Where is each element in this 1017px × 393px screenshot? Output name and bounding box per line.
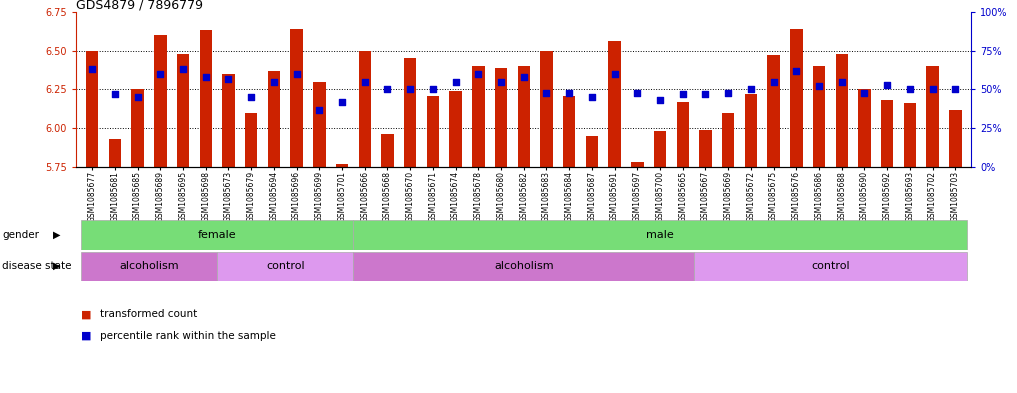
Bar [131, 89, 143, 167]
Point [516, 74, 532, 80]
Bar [313, 82, 325, 167]
Point [84, 66, 101, 72]
Bar [540, 51, 552, 167]
Bar [768, 55, 780, 167]
Point [334, 99, 350, 105]
Point [788, 68, 804, 74]
Point [402, 86, 418, 92]
Bar [154, 35, 167, 167]
Point [425, 86, 441, 92]
Bar [80, 252, 217, 281]
Text: alcoholism: alcoholism [494, 261, 553, 271]
Bar [267, 71, 280, 167]
Bar [177, 54, 189, 167]
Bar [654, 131, 666, 167]
Bar [359, 51, 371, 167]
Point [630, 89, 646, 95]
Bar [700, 130, 712, 167]
Bar [80, 220, 353, 250]
Text: control: control [812, 261, 850, 271]
Point [289, 71, 305, 77]
Text: alcoholism: alcoholism [119, 261, 179, 271]
Text: ■: ■ [81, 309, 92, 320]
Point [470, 71, 486, 77]
Point [834, 79, 850, 85]
Point [107, 91, 123, 97]
Bar [291, 29, 303, 167]
Text: male: male [646, 230, 674, 240]
Bar [586, 136, 598, 167]
Point [811, 83, 827, 90]
Point [879, 82, 895, 88]
Text: gender: gender [2, 230, 39, 240]
Bar [427, 95, 439, 167]
Point [311, 107, 327, 113]
Point [538, 89, 554, 95]
Point [674, 91, 691, 97]
Bar [563, 95, 576, 167]
Point [856, 89, 873, 95]
Point [175, 66, 191, 72]
Point [742, 86, 759, 92]
Bar [836, 54, 848, 167]
Bar [353, 252, 695, 281]
Point [243, 94, 259, 100]
Bar [85, 51, 99, 167]
Point [265, 79, 282, 85]
Point [379, 86, 396, 92]
Point [197, 74, 214, 80]
Point [766, 79, 782, 85]
Bar [199, 30, 212, 167]
Point [447, 79, 464, 85]
Bar [608, 41, 620, 167]
Bar [722, 113, 734, 167]
Text: control: control [265, 261, 304, 271]
Text: ■: ■ [81, 331, 92, 341]
Text: GDS4879 / 7896779: GDS4879 / 7896779 [76, 0, 203, 12]
Bar [518, 66, 530, 167]
Bar [695, 252, 967, 281]
Point [947, 86, 963, 92]
Point [153, 71, 169, 77]
Bar [904, 103, 916, 167]
Point [698, 91, 714, 97]
Bar [632, 162, 644, 167]
Point [720, 89, 736, 95]
Bar [336, 164, 348, 167]
Text: female: female [197, 230, 236, 240]
Text: disease state: disease state [2, 261, 71, 271]
Point [902, 86, 918, 92]
Text: ▶: ▶ [53, 261, 60, 271]
Bar [109, 139, 121, 167]
Point [129, 94, 145, 100]
Bar [472, 66, 484, 167]
Text: percentile rank within the sample: percentile rank within the sample [100, 331, 276, 341]
Bar [881, 100, 894, 167]
Bar [949, 110, 962, 167]
Bar [926, 66, 939, 167]
Point [221, 75, 237, 82]
Point [357, 79, 373, 85]
Bar [676, 102, 689, 167]
Bar [245, 113, 257, 167]
Point [606, 71, 622, 77]
Point [924, 86, 941, 92]
Bar [404, 58, 416, 167]
Bar [744, 94, 757, 167]
Point [652, 97, 668, 103]
Point [561, 89, 578, 95]
Text: ▶: ▶ [53, 230, 60, 240]
Bar [790, 29, 802, 167]
Text: transformed count: transformed count [100, 309, 197, 320]
Bar [353, 220, 967, 250]
Point [493, 79, 510, 85]
Bar [381, 134, 394, 167]
Bar [495, 68, 507, 167]
Bar [858, 89, 871, 167]
Bar [450, 91, 462, 167]
Point [584, 94, 600, 100]
Bar [223, 74, 235, 167]
Bar [813, 66, 825, 167]
Bar [217, 252, 353, 281]
